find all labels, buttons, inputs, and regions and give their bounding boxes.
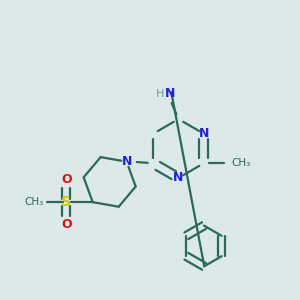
Text: CH₃: CH₃ (231, 158, 250, 168)
Text: N: N (173, 171, 184, 184)
Text: N: N (122, 155, 132, 168)
Text: O: O (61, 218, 72, 231)
Text: S: S (61, 195, 71, 209)
Text: N: N (165, 87, 175, 100)
Text: N: N (199, 127, 209, 140)
Text: CH₃: CH₃ (25, 197, 44, 207)
Text: H: H (156, 88, 164, 99)
Text: O: O (61, 173, 72, 186)
